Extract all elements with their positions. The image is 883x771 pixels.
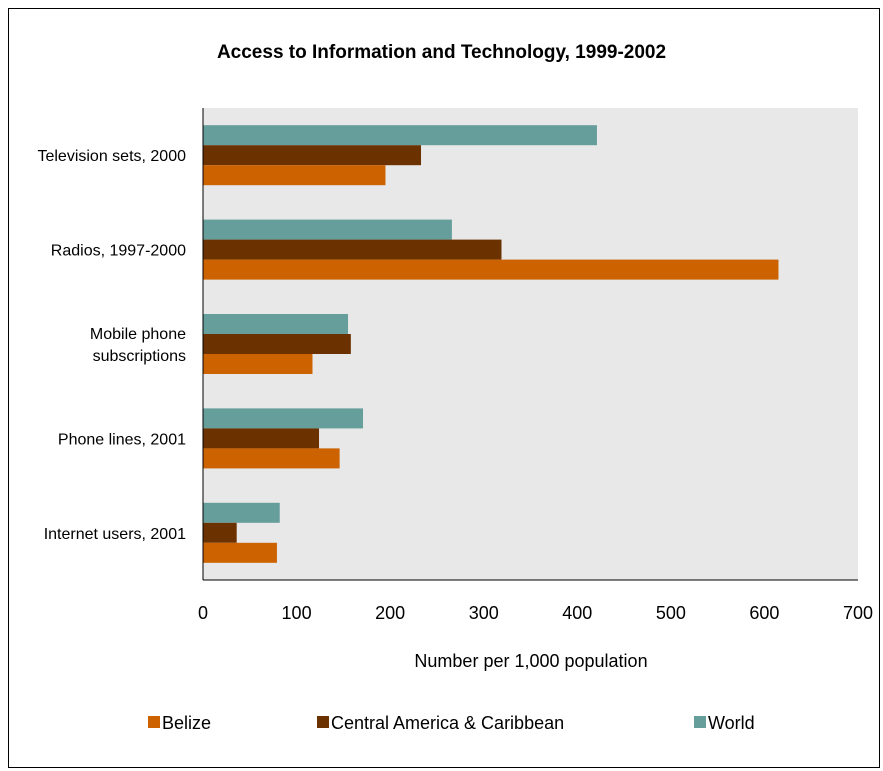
x-tick-label: 0	[198, 603, 208, 623]
y-tick-label: Mobile phone subscriptions	[90, 326, 186, 365]
bar-central-america-caribbean-3	[203, 428, 320, 449]
bar-central-america-caribbean-0	[203, 145, 422, 166]
y-tick-label: Internet users, 2001	[44, 526, 186, 543]
chart-frame	[8, 8, 880, 768]
legend: Belize Central America & Caribbean World	[148, 713, 755, 733]
chart-title: Access to Information and Technology, 19…	[216, 42, 667, 63]
legend-swatch-world	[694, 716, 706, 728]
x-tick-label: 600	[749, 603, 779, 623]
x-tick-label: 400	[562, 603, 592, 623]
bar-world-4	[203, 502, 280, 523]
bar-central-america-caribbean-4	[203, 522, 237, 543]
x-tick-label: 500	[656, 603, 686, 623]
legend-label: World	[708, 713, 755, 733]
y-tick-label: Television sets, 2000	[37, 148, 186, 165]
legend-swatch-central-america-caribbean	[317, 716, 329, 728]
bar-belize-3	[203, 448, 340, 469]
bar-world-1	[203, 219, 452, 240]
legend-label: Central America & Caribbean	[331, 713, 564, 733]
x-tick-label: 300	[469, 603, 499, 623]
bar-belize-1	[203, 259, 779, 280]
x-axis-label: Number per 1,000 population	[414, 651, 647, 671]
bar-central-america-caribbean-1	[203, 239, 502, 260]
bar-central-america-caribbean-2	[203, 334, 351, 354]
y-tick-label: Radios, 1997-2000	[51, 243, 186, 260]
x-tick-label: 100	[282, 603, 312, 623]
bar-belize-4	[203, 542, 277, 563]
legend-swatch-belize	[148, 716, 160, 728]
bar-world-0	[203, 125, 597, 146]
bar-world-2	[203, 314, 349, 334]
legend-label: Belize	[162, 713, 211, 733]
x-tick-label: 200	[375, 603, 405, 623]
x-tick-label: 700	[843, 603, 873, 623]
y-tick-label: Phone lines, 2001	[58, 431, 186, 448]
bar-world-3	[203, 408, 364, 429]
bar-belize-0	[203, 165, 386, 186]
bar-belize-2	[203, 354, 313, 374]
